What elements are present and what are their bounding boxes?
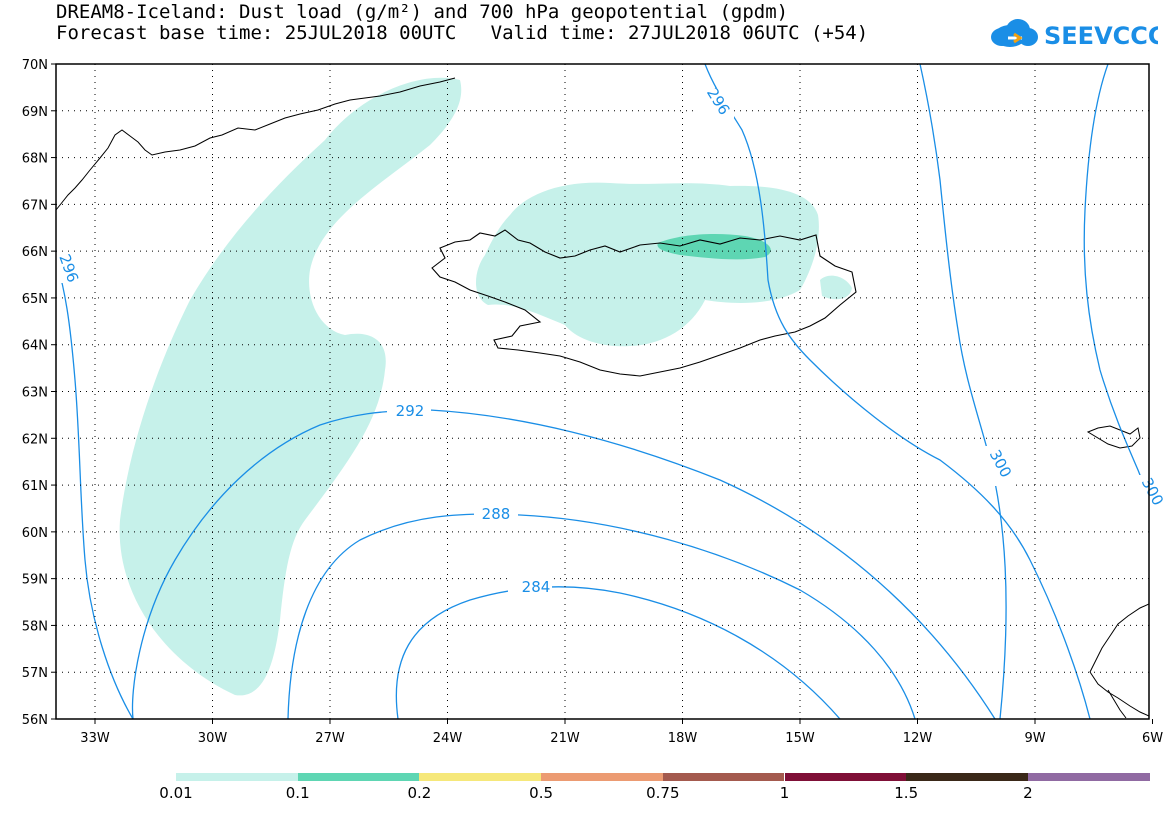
label-bg-296-west <box>56 255 72 283</box>
lat-tick-label: 56N <box>22 713 48 728</box>
lat-tick-label: 63N <box>22 386 48 401</box>
legend-label: 0.01 <box>159 784 193 802</box>
logo-text: SEEVCCC <box>1044 22 1158 50</box>
contour-284 <box>395 586 841 719</box>
legend-swatch <box>541 773 663 781</box>
dust-patch-iceland <box>475 182 819 347</box>
contour-label-284: 284 <box>522 578 551 596</box>
legend-label: 0.2 <box>407 784 432 802</box>
lon-tick-label: 9W <box>1024 731 1045 746</box>
label-bg-300-east <box>1128 475 1149 507</box>
contour-300 <box>919 64 1007 719</box>
latitude-axis: 70N 69N 68N 67N 66N 65N 64N 63N 62N 61N 60N 59N 58N 5… <box>22 58 56 728</box>
forecast-time-line: Forecast base time: 25JUL2018 00UTC Vali… <box>56 22 869 44</box>
lat-tick-label: 57N <box>22 666 48 681</box>
lon-tick-label: 18W <box>668 731 698 746</box>
contour-label-292: 292 <box>396 402 425 420</box>
lat-tick-label: 59N <box>22 573 48 588</box>
legend-swatch <box>176 773 298 781</box>
label-bg-288 <box>474 504 518 522</box>
greenland-coast <box>56 77 456 211</box>
contour-label-288: 288 <box>482 505 511 523</box>
cloud-icon <box>991 19 1038 47</box>
lat-tick-label: 60N <box>22 526 48 541</box>
lat-tick-label: 64N <box>22 339 48 354</box>
lat-tick-label: 62N <box>22 432 48 447</box>
legend-swatch <box>662 773 785 781</box>
label-bg-300 <box>980 446 1012 486</box>
lat-tick-label: 61N <box>22 479 48 494</box>
contour-296 <box>704 64 1091 719</box>
legend-label: 0.75 <box>646 784 680 802</box>
legend-swatch <box>906 773 1028 781</box>
hebrides-coast <box>1107 689 1127 719</box>
lon-tick-label: 6W <box>1142 731 1163 746</box>
longitude-axis: 33W 30W 27W 24W 21W 18W 15W 12W 9W 6W <box>80 719 1163 746</box>
lat-tick-label: 69N <box>22 105 48 120</box>
label-bg-296 <box>694 88 734 122</box>
legend-label: 1.5 <box>894 784 919 802</box>
chart-title: DREAM8-Iceland: Dust load (g/m²) and 700… <box>56 1 789 23</box>
seevccc-logo: SEEVCCC <box>991 19 1158 50</box>
lon-tick-label: 30W <box>198 731 228 746</box>
gridlines <box>56 64 1149 719</box>
iceland-coast <box>431 229 857 377</box>
dust-patch-east <box>820 275 852 300</box>
legend-swatch <box>419 773 542 781</box>
lat-tick-label: 58N <box>22 619 48 634</box>
legend-label: 2 <box>1023 784 1033 802</box>
lon-tick-label: 15W <box>785 731 815 746</box>
legend-label: 0.5 <box>529 784 554 802</box>
contour-288 <box>287 513 916 719</box>
lon-tick-label: 33W <box>80 731 110 746</box>
lon-tick-label: 24W <box>433 731 463 746</box>
label-bg-292 <box>387 401 431 419</box>
lon-tick-label: 12W <box>903 731 933 746</box>
lon-tick-label: 21W <box>550 731 580 746</box>
lat-tick-label: 65N <box>22 292 48 307</box>
scotland-coast <box>1089 603 1149 717</box>
lat-tick-label: 68N <box>22 152 48 167</box>
faroe-coast <box>1086 425 1141 449</box>
label-bg-284 <box>508 577 552 595</box>
legend-swatch <box>1027 773 1150 781</box>
legend-label: 0.1 <box>285 784 310 802</box>
legend-swatch <box>297 773 420 781</box>
lat-tick-label: 66N <box>22 245 48 260</box>
legend-label: 1 <box>779 784 790 802</box>
geopotential-contours <box>56 64 1149 719</box>
lat-tick-label: 67N <box>22 198 48 213</box>
contour-300-east <box>1083 64 1149 506</box>
dust-plume-west <box>119 77 462 696</box>
map-plot-area <box>56 64 1149 719</box>
dust-center-core <box>657 234 771 260</box>
lat-tick-label: 70N <box>22 58 48 73</box>
legend-swatch <box>784 773 907 781</box>
contour-296-west <box>56 259 134 719</box>
lon-tick-label: 27W <box>315 731 345 746</box>
